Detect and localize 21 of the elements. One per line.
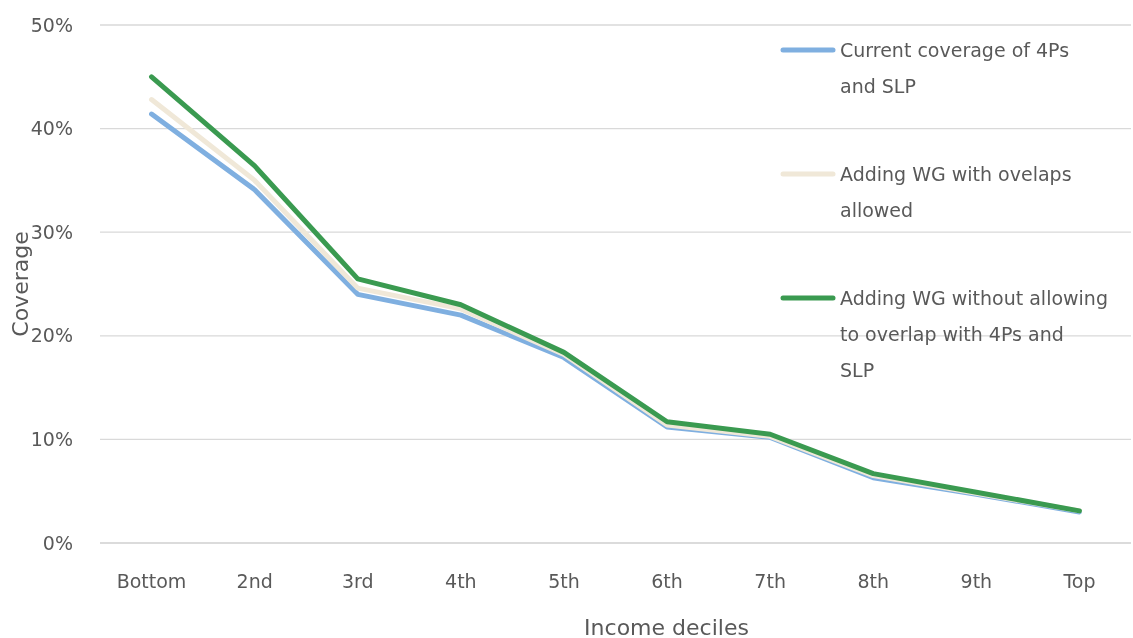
y-axis-title: Coverage: [8, 231, 33, 337]
y-tick-label: 0%: [42, 531, 73, 554]
x-tick-label: 2nd: [236, 570, 273, 592]
y-tick-label: 10%: [30, 428, 73, 451]
x-tick-label: 9th: [960, 570, 993, 592]
x-tick-label: Top: [1062, 570, 1096, 592]
y-tick-label: 30%: [30, 220, 73, 243]
x-tick-label: 4th: [445, 570, 477, 592]
x-tick-label: 7th: [754, 570, 786, 592]
x-tick-label: Bottom: [116, 570, 187, 592]
x-tick-label: 5th: [548, 570, 580, 592]
legend-label: Adding WG with ovelaps allowed: [840, 162, 1072, 221]
x-axis-title: Income deciles: [584, 615, 749, 638]
legend-label: Adding WG without allowing to overlap with 4Ps and SLP: [840, 286, 1108, 381]
y-tick-label: 40%: [30, 117, 73, 140]
y-tick-label: 50%: [30, 13, 73, 36]
x-tick-label: 3rd: [341, 570, 374, 592]
x-tick-label: 8th: [857, 570, 890, 592]
y-tick-label: 20%: [30, 324, 73, 347]
x-tick-label: 6th: [651, 570, 683, 592]
legend-label: Current coverage of 4Ps and SLP: [840, 38, 1070, 97]
